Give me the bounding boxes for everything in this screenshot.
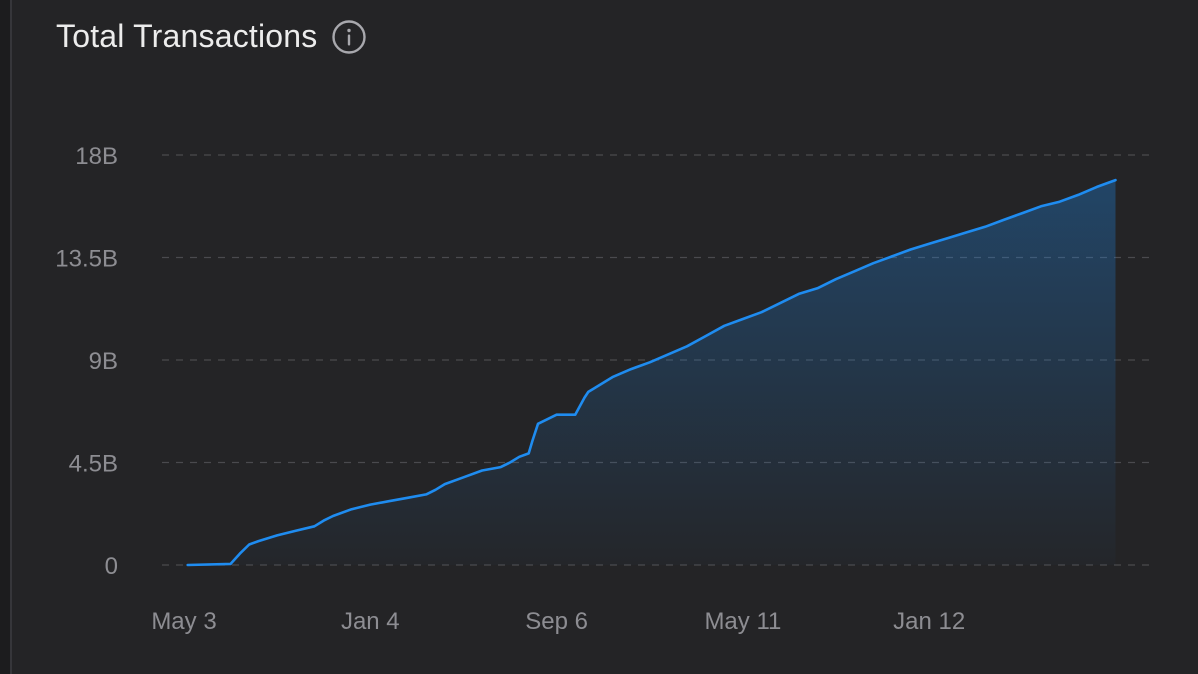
y-axis: 0 4.5B 9B 13.5B 18B <box>55 143 118 580</box>
series-area <box>187 180 1116 565</box>
y-tick-label: 4.5B <box>69 451 118 478</box>
y-tick-label: 18B <box>75 143 118 170</box>
series-line[interactable] <box>186 178 1117 567</box>
series-layer <box>186 178 1117 567</box>
x-tick-label: Sep 6 <box>525 608 588 635</box>
chart-header: Total Transactions <box>56 18 366 55</box>
y-tick-label: 0 <box>105 553 118 580</box>
x-axis: May 3 Jan 4 Sep 6 May 11 Jan 12 <box>151 608 965 635</box>
y-tick-label: 13.5B <box>55 246 118 273</box>
x-tick-label: Jan 12 <box>893 608 965 635</box>
x-tick-label: May 11 <box>704 608 781 635</box>
x-tick-label: Jan 4 <box>341 608 400 635</box>
y-tick-label: 9B <box>89 348 118 375</box>
info-icon[interactable] <box>331 19 366 54</box>
chart-title: Total Transactions <box>56 18 318 54</box>
x-tick-label: May 3 <box>151 608 216 635</box>
